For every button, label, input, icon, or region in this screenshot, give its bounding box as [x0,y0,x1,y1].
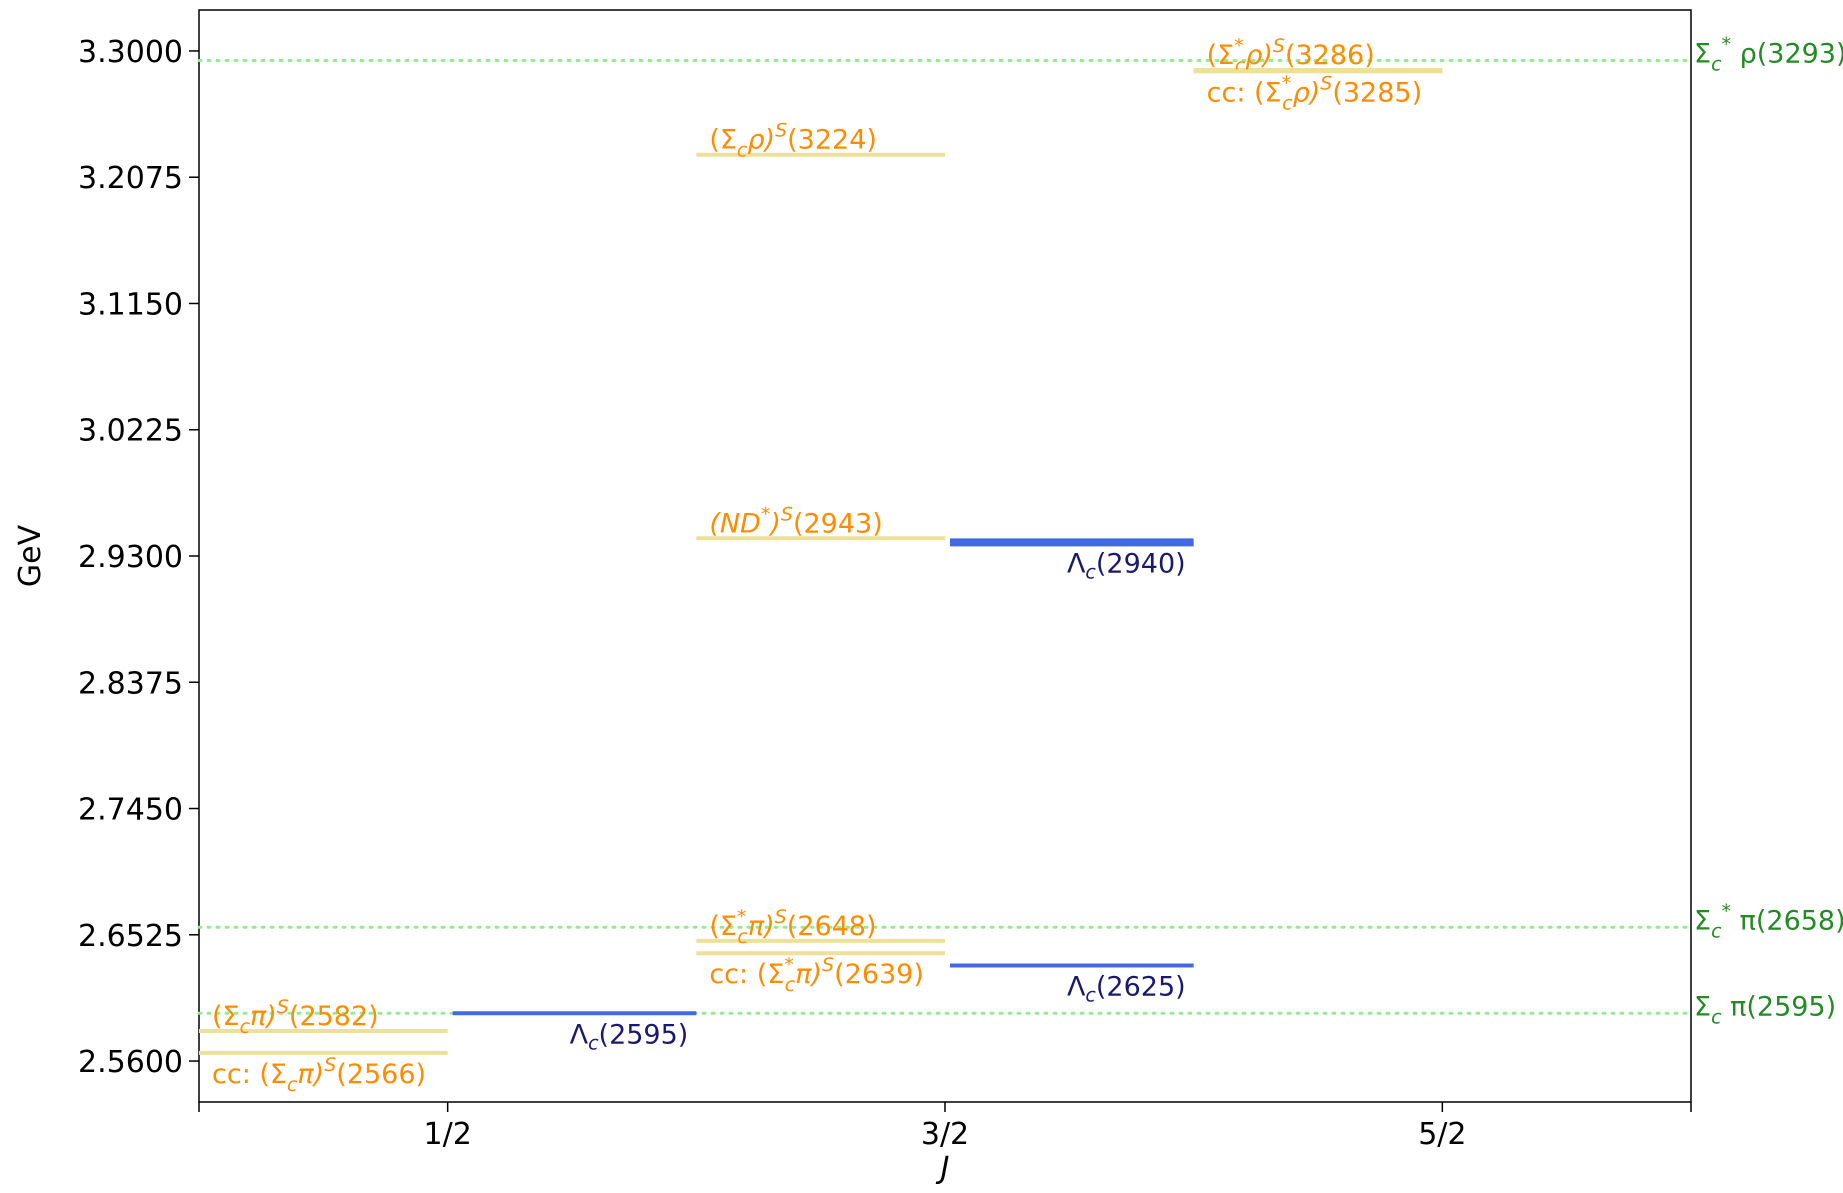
threshold-label: Σc* ρ(3293) [1694,34,1843,76]
x-tick-label: 1/2 [424,1117,472,1152]
energy-levels: (Σcπ)S(2582) cc: (Σcπ)S(2566) (Σ* cπ)S(2648… [199,35,1443,1096]
y-tick-label: 3.3000 [78,35,183,70]
molecular-level-label: (ND*)S(2943) [709,503,882,539]
x-tick-label: 3/2 [921,1117,969,1152]
y-tick-label: 3.2075 [78,161,183,196]
y-tick-label: 2.6525 [78,919,183,954]
threshold-label: Σc π(2595) [1694,991,1836,1028]
threshold-label: Σc* π(2658) [1694,900,1843,942]
y-tick-label: 3.0225 [78,414,183,449]
y-axis-label: GeV [13,524,48,587]
y-tick-label: 2.9300 [78,540,183,575]
y-tick-label: 2.5600 [78,1045,183,1080]
x-axis-label: J [936,1151,950,1186]
y-tick-label: 2.7450 [78,793,183,828]
experimental-level-label: Λc(2940) [1067,548,1186,583]
axes: 2.5600 2.6525 2.7450 2.8375 2.9300 3.0225 3.11… [78,35,1692,1152]
molecular-level-label: cc: (Σ* cρ)S(3285) [1207,72,1422,114]
molecular-level-label: (Σcπ)S(2582) [212,996,379,1038]
y-tick-label: 2.8375 [78,666,183,701]
molecular-level-label: cc: (Σcπ)S(2566) [212,1054,426,1096]
molecular-level-label: (Σcρ)S(3224) [709,120,877,162]
experimental-level-label: Λc(2625) [1067,972,1186,1007]
x-tick-label: 5/2 [1418,1117,1466,1152]
y-tick-label: 3.1150 [78,287,183,322]
molecular-level-label: cc: (Σ* cπ)S(2639) [709,954,924,996]
experimental-level-label: Λc(2595) [570,1019,689,1054]
plot-frame [198,9,1692,1103]
threshold-lines: Σc* ρ(3293) Σc* π(2658) Σc π(2595) [197,34,1843,1028]
molecular-level-label: (Σ* cπ)S(2648) [709,906,876,948]
molecular-level-label: (Σ* cρ)S(3286) [1207,35,1375,77]
